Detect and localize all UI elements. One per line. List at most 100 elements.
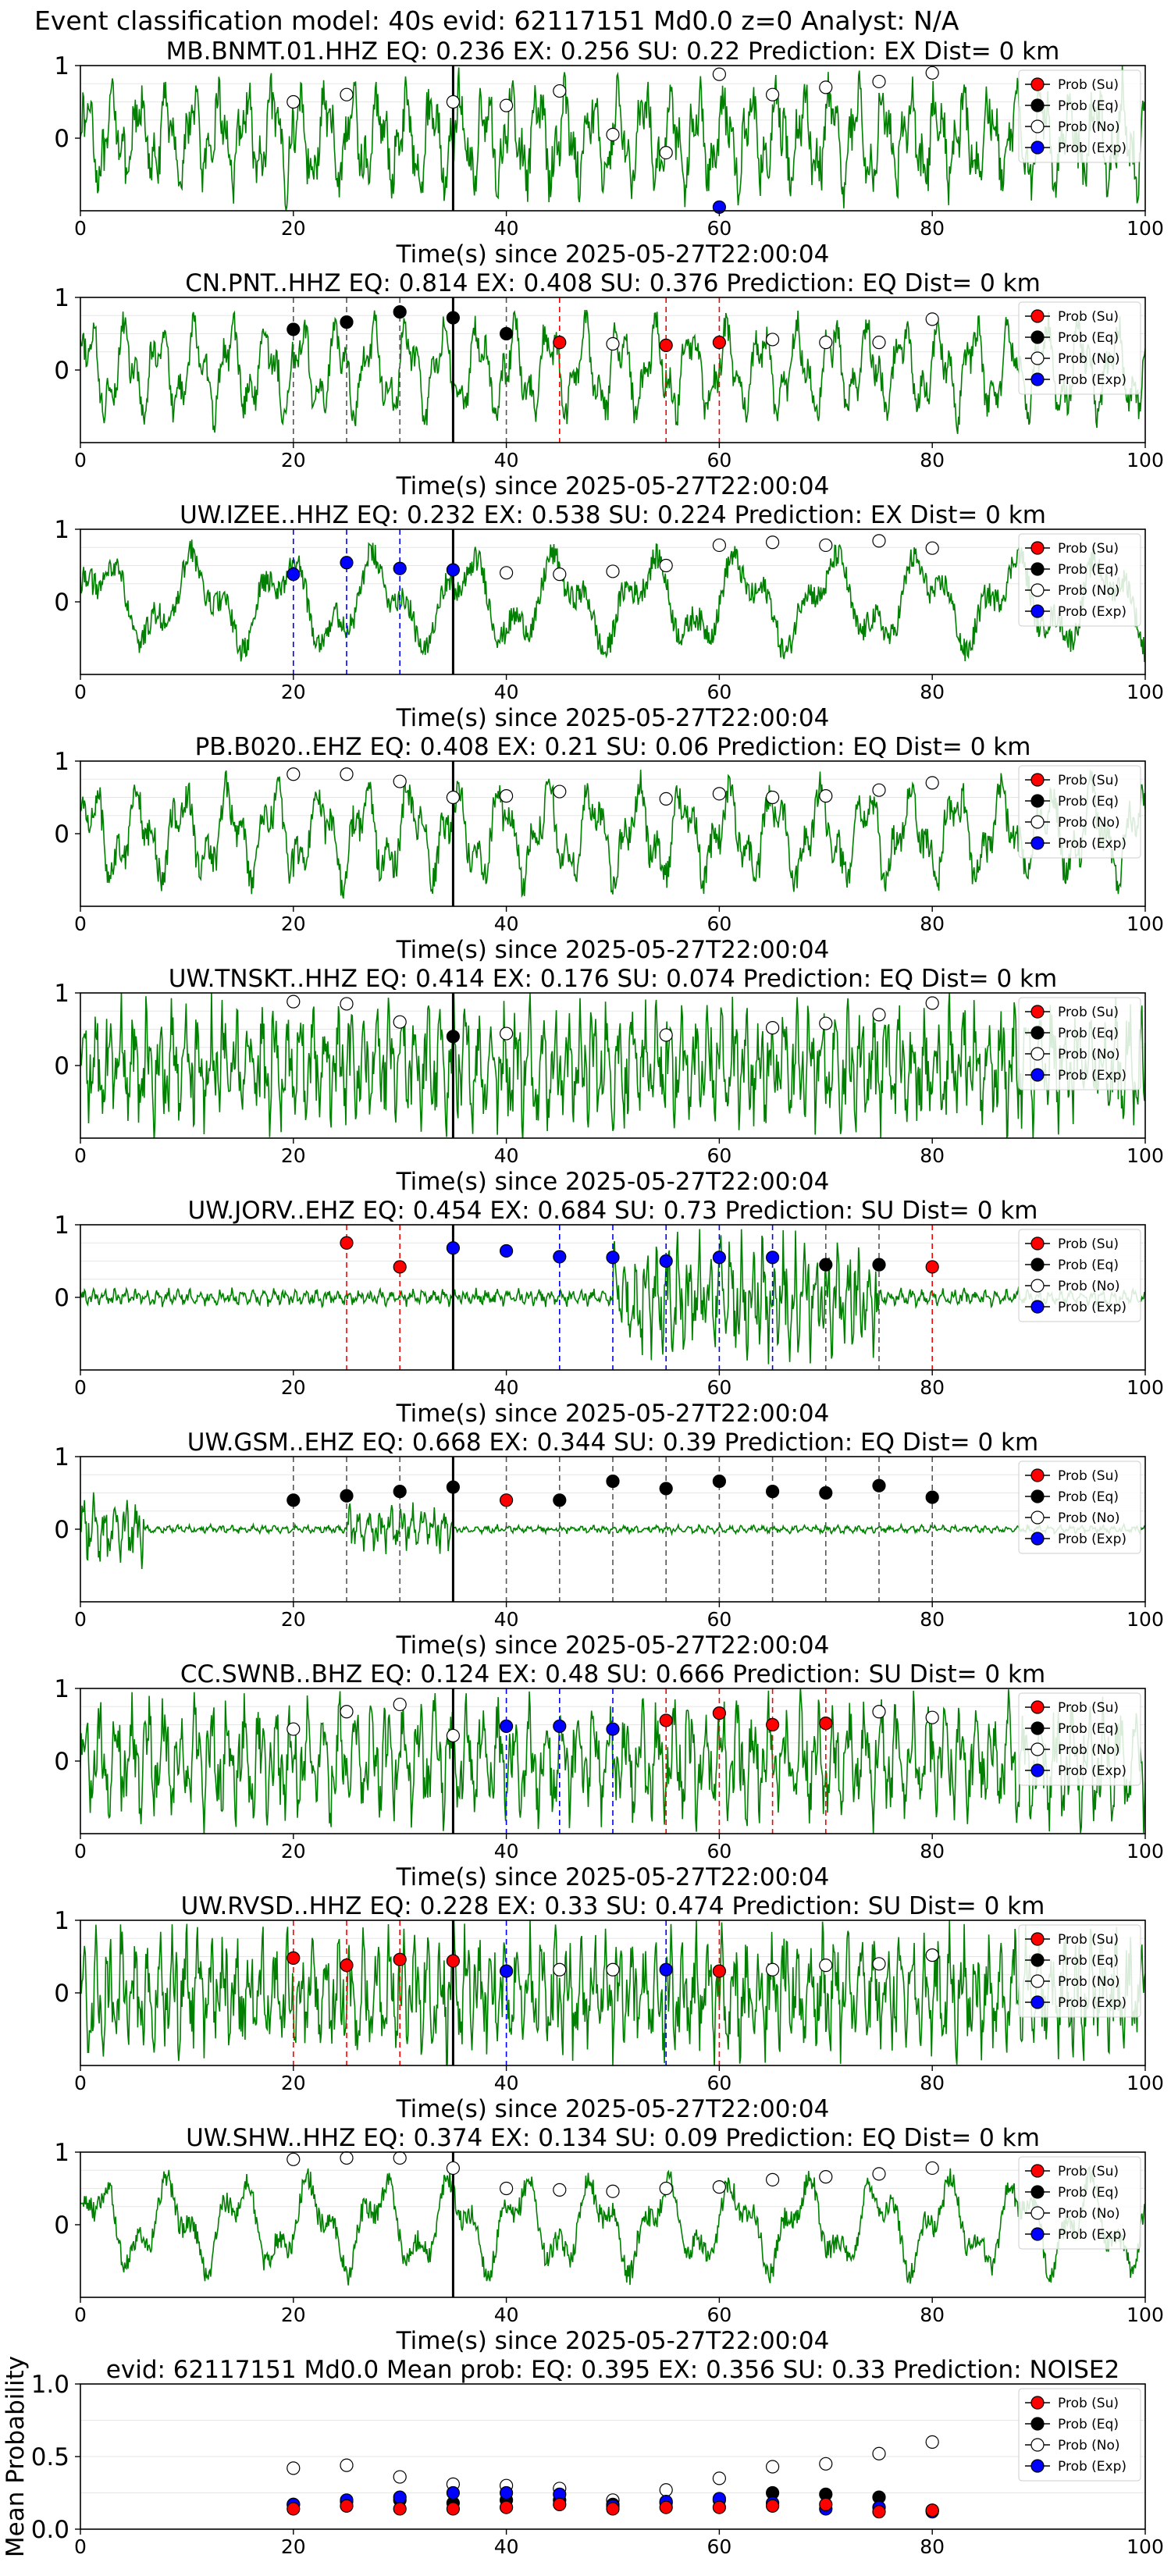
mean-point-no bbox=[925, 2435, 939, 2449]
mean-point-su bbox=[765, 2499, 780, 2513]
legend-marker-eq bbox=[1030, 1026, 1045, 1040]
figure-suptitle: Event classification model: 40s evid: 62… bbox=[34, 5, 959, 36]
prob-point-no bbox=[553, 2183, 567, 2197]
prob-point-no bbox=[499, 789, 514, 803]
prob-point-no bbox=[553, 568, 567, 582]
legend-label: Prob (Eq) bbox=[1058, 2417, 1119, 2432]
prob-point-eq bbox=[712, 1475, 727, 1489]
x-tick-label: 100 bbox=[1127, 1840, 1164, 1863]
legend-marker-eq bbox=[1030, 330, 1045, 344]
x-tick-label: 80 bbox=[920, 1608, 945, 1631]
legend-label: Prob (Eq) bbox=[1058, 1721, 1119, 1737]
x-tick-label: 40 bbox=[494, 913, 519, 935]
prob-point-exp bbox=[499, 1244, 514, 1258]
panel-1: CN.PNT..HHZ EQ: 0.814 EX: 0.408 SU: 0.37… bbox=[54, 269, 1164, 500]
prob-point-no bbox=[499, 98, 514, 112]
legend-marker-su bbox=[1030, 1005, 1045, 1019]
legend-marker-exp bbox=[1030, 1300, 1045, 1314]
legend-marker-eq bbox=[1030, 2185, 1045, 2199]
x-tick-label: 0 bbox=[74, 1144, 87, 1167]
x-tick-label: 60 bbox=[707, 2304, 731, 2326]
legend-marker-eq bbox=[1030, 562, 1045, 576]
prob-point-exp bbox=[712, 1251, 727, 1265]
prob-point-no bbox=[606, 336, 620, 351]
x-tick-label: 80 bbox=[920, 1840, 945, 1863]
prob-point-su bbox=[393, 1952, 407, 1966]
legend-label: Prob (Eq) bbox=[1058, 1026, 1119, 1041]
prob-point-su bbox=[925, 1260, 939, 1274]
prob-point-no bbox=[872, 1957, 886, 1971]
x-tick-label: 100 bbox=[1127, 1376, 1164, 1399]
legend-marker-no bbox=[1030, 1047, 1045, 1061]
legend-marker-no bbox=[1030, 2206, 1045, 2220]
x-tick-label: 100 bbox=[1127, 913, 1164, 935]
mean-point-su bbox=[659, 2500, 673, 2514]
x-tick-label: 80 bbox=[920, 1144, 945, 1167]
prob-point-no bbox=[393, 2151, 407, 2165]
legend-box bbox=[1018, 1924, 1141, 2018]
legend-label: Prob (No) bbox=[1058, 2438, 1120, 2453]
prob-point-no bbox=[819, 336, 833, 350]
prob-point-exp bbox=[446, 1241, 461, 1255]
prob-point-no bbox=[659, 558, 673, 573]
x-tick-label: 100 bbox=[1127, 2535, 1164, 2558]
prob-point-no bbox=[287, 994, 301, 1009]
mean-point-no bbox=[340, 2458, 354, 2472]
x-tick-label: 0 bbox=[74, 2535, 87, 2558]
legend-label: Prob (Su) bbox=[1058, 77, 1119, 93]
prob-point-no bbox=[872, 534, 886, 548]
prob-point-no bbox=[340, 997, 354, 1011]
x-axis-label: Time(s) since 2025-05-27T22:00:04 bbox=[396, 1168, 830, 1196]
x-tick-label: 100 bbox=[1127, 1608, 1164, 1631]
legend-marker-eq bbox=[1030, 1953, 1045, 1967]
x-tick-label: 0 bbox=[74, 217, 87, 240]
x-tick-label: 60 bbox=[707, 217, 731, 240]
panel-6: UW.GSM..EHZ EQ: 0.668 EX: 0.344 SU: 0.39… bbox=[54, 1429, 1164, 1660]
panel-title: UW.GSM..EHZ EQ: 0.668 EX: 0.344 SU: 0.39… bbox=[187, 1429, 1038, 1457]
legend-label: Prob (Exp) bbox=[1058, 1300, 1127, 1315]
panel-title: evid: 62117151 Md0.0 Mean prob: EQ: 0.39… bbox=[106, 2356, 1119, 2384]
mean-point-su bbox=[819, 2497, 833, 2511]
prob-point-no bbox=[819, 2170, 833, 2184]
mean-point-su bbox=[499, 2500, 514, 2514]
prob-point-eq bbox=[765, 1485, 780, 1499]
mean-point-no bbox=[393, 2470, 407, 2484]
prob-point-eq bbox=[446, 311, 461, 325]
prob-point-no bbox=[553, 84, 567, 98]
y-tick-label: 0 bbox=[54, 820, 69, 849]
prob-point-eq bbox=[553, 1493, 567, 1507]
x-tick-label: 60 bbox=[707, 2535, 731, 2558]
prob-point-exp bbox=[499, 1964, 514, 1978]
y-tick-label: 0 bbox=[54, 1980, 69, 2008]
prob-point-no bbox=[499, 1026, 514, 1041]
prob-point-exp bbox=[499, 1719, 514, 1733]
panel-title: UW.SHW..HHZ EQ: 0.374 EX: 0.134 SU: 0.09… bbox=[186, 2124, 1040, 2152]
panel-title: PB.B020..EHZ EQ: 0.408 EX: 0.21 SU: 0.06… bbox=[195, 733, 1031, 761]
x-tick-label: 0 bbox=[74, 913, 87, 935]
prob-point-eq bbox=[606, 1475, 620, 1489]
x-tick-label: 60 bbox=[707, 1840, 731, 1863]
x-tick-label: 100 bbox=[1127, 2072, 1164, 2094]
panel-9: UW.SHW..HHZ EQ: 0.374 EX: 0.134 SU: 0.09… bbox=[54, 2124, 1164, 2355]
prob-point-no bbox=[446, 790, 461, 805]
x-tick-label: 40 bbox=[494, 1144, 519, 1167]
prob-point-eq bbox=[925, 1490, 939, 1504]
legend-marker-exp bbox=[1030, 836, 1045, 850]
waveform-trace bbox=[80, 1920, 1145, 2065]
legend-label: Prob (Eq) bbox=[1058, 98, 1119, 114]
prob-point-eq bbox=[872, 1258, 886, 1272]
prob-point-no bbox=[606, 2184, 620, 2198]
panel-5: UW.JORV..EHZ EQ: 0.454 EX: 0.684 SU: 0.7… bbox=[54, 1197, 1164, 1428]
x-axis-label: Time(s) since 2025-05-27T22:00:04 bbox=[396, 1631, 830, 1660]
legend-label: Prob (Exp) bbox=[1058, 2227, 1127, 2243]
prob-point-no bbox=[659, 2181, 673, 2196]
prob-point-no bbox=[925, 541, 939, 555]
mean-point-su bbox=[393, 2502, 407, 2516]
x-tick-label: 0 bbox=[74, 1376, 87, 1399]
prob-point-eq bbox=[819, 1485, 833, 1500]
mean-point-su bbox=[925, 2503, 939, 2517]
prob-point-su bbox=[553, 336, 567, 350]
legend-label: Prob (Exp) bbox=[1058, 1532, 1127, 1547]
legend-box bbox=[1018, 1461, 1141, 1554]
prob-point-su bbox=[765, 1717, 780, 1732]
